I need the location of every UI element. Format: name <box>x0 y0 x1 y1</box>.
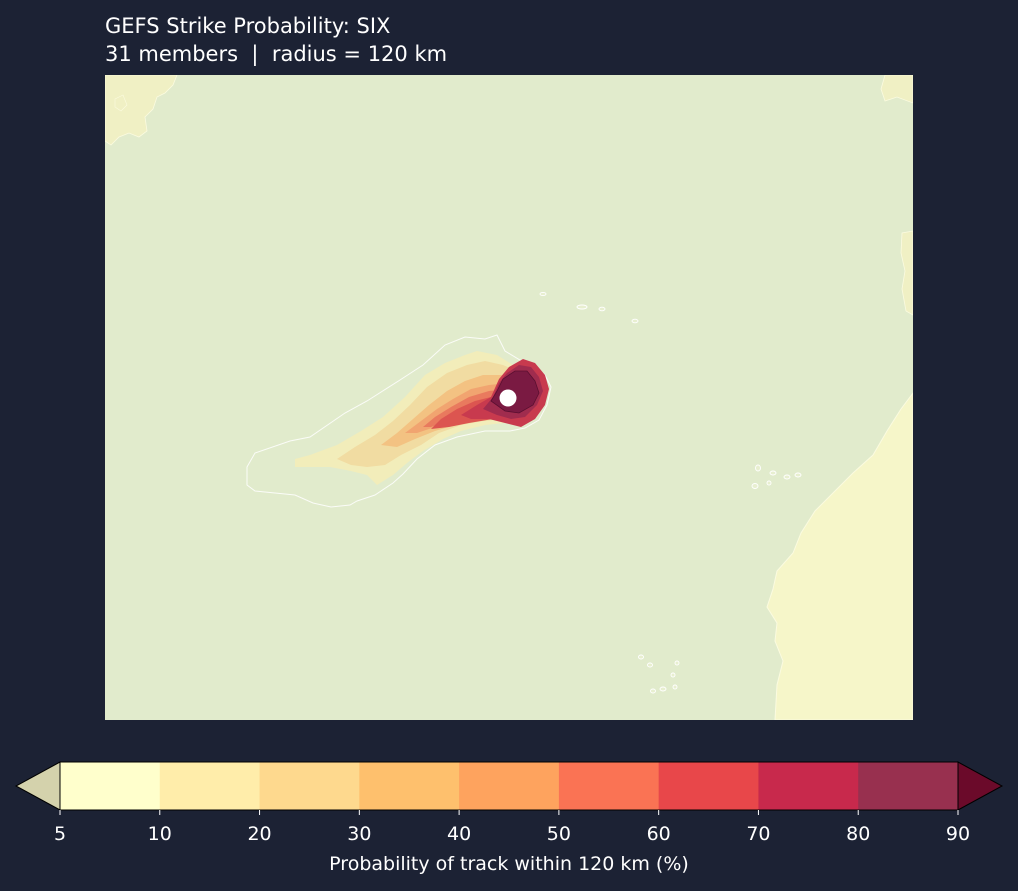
colorbar-bin <box>159 762 261 810</box>
map-subtitle: 31 members | radius = 120 km <box>105 42 448 66</box>
colorbar: 5 10 20 30 40 50 60 70 80 90 Probability of track… <box>0 752 1018 891</box>
newfoundland-landmass <box>105 75 178 146</box>
colorbar-bin <box>658 762 759 810</box>
newfoundland-island <box>114 94 128 112</box>
title-block: GEFS Strike Probability: SIX 31 members … <box>105 12 447 68</box>
colorbar-tick-label: 5 <box>54 823 66 845</box>
colorbar-tick-label: 40 <box>447 823 471 845</box>
colorbar-tick-label: 90 <box>946 823 970 845</box>
colorbar-tick-label: 30 <box>347 823 371 845</box>
colorbar-label: Probability of track within 120 km (%) <box>329 853 689 875</box>
storm-position-marker <box>499 389 517 407</box>
colorbar-frame <box>59 761 959 811</box>
colorbar-bin <box>60 762 161 810</box>
colorbar-over-triangle <box>957 761 1004 811</box>
island-groups <box>539 291 802 694</box>
map-title: GEFS Strike Probability: SIX <box>105 14 391 38</box>
probability-contours <box>246 334 552 508</box>
colorbar-tick-label: 80 <box>846 823 870 845</box>
ne-landmass <box>880 75 913 104</box>
colorbar-bin <box>459 762 560 810</box>
colorbar-tick-label: 50 <box>547 823 571 845</box>
colorbar-bin <box>359 762 460 810</box>
colorbar-tick-label: 10 <box>148 823 172 845</box>
colorbar-bin <box>758 762 859 810</box>
colorbar-bins <box>60 762 959 810</box>
strike-probability-map <box>105 75 913 720</box>
colorbar-bin <box>259 762 360 810</box>
colorbar-tick-label: 60 <box>647 823 671 845</box>
colorbar-tick-label: 20 <box>247 823 271 845</box>
colorbar-bin <box>858 762 959 810</box>
iberia-landmass <box>900 230 913 316</box>
africa-landmass <box>766 392 913 720</box>
colorbar-tick-label: 70 <box>746 823 770 845</box>
map-panel <box>105 75 913 720</box>
colorbar-bin <box>558 762 660 810</box>
colorbar-under-triangle <box>14 761 61 811</box>
colorbar-svg: 5 10 20 30 40 50 60 70 80 90 Probability of track… <box>14 761 1004 875</box>
colorbar-ticks: 5 10 20 30 40 50 60 70 80 90 <box>54 810 970 845</box>
contour-5pct-outline <box>246 334 552 508</box>
